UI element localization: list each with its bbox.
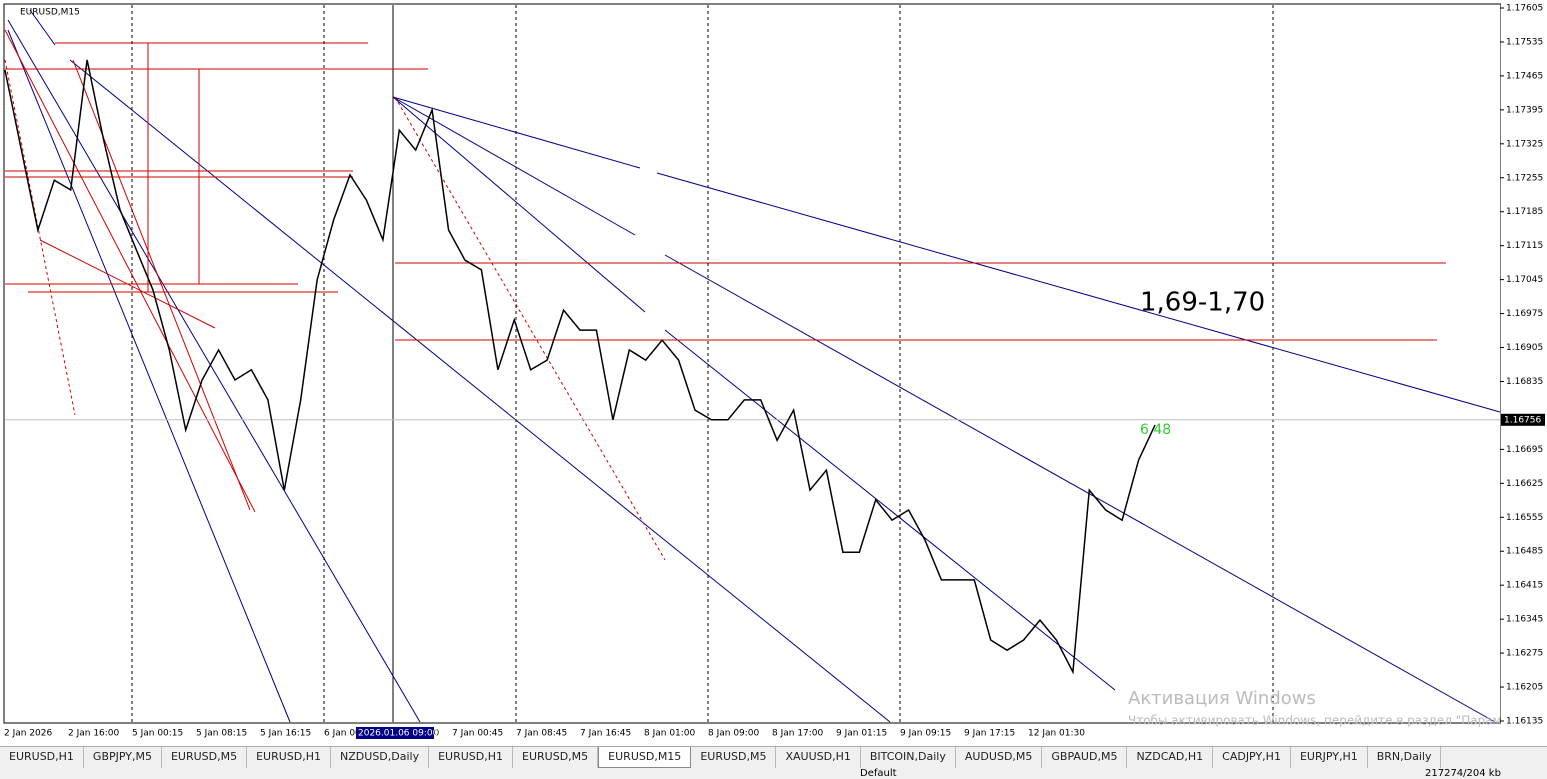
- chart-tab[interactable]: EURUSD,H1: [429, 747, 514, 768]
- chart-tab[interactable]: AUDUSD,M5: [956, 747, 1043, 768]
- y-tick-label: 1.16205: [1506, 683, 1543, 693]
- x-tick-label: 8 Jan 17:00: [772, 729, 824, 739]
- y-tick-label: 1.17115: [1506, 241, 1543, 251]
- annotation: 1,69-1,70: [1140, 288, 1265, 318]
- chart-tab[interactable]: EURUSD,H1: [247, 747, 332, 768]
- chart-tab[interactable]: CADJPY,H1: [1213, 747, 1291, 768]
- y-tick-label: 1.17605: [1506, 4, 1543, 14]
- blue-trendlines: [7, 9, 1501, 723]
- chart-tab[interactable]: GBPAUD,M5: [1042, 747, 1128, 768]
- y-tick-label: 1.17185: [1506, 207, 1543, 217]
- crosshair-time-box: [356, 727, 434, 739]
- y-tick-label: 1.16485: [1506, 547, 1543, 557]
- chart-tab[interactable]: NZDUSD,Daily: [331, 747, 430, 768]
- chart-tab[interactable]: GBPJPY,M5: [84, 747, 162, 768]
- x-tick-label: 7 Jan 08:45: [516, 729, 567, 739]
- chart-tab[interactable]: NZDCAD,H1: [1127, 747, 1214, 768]
- chart-tab[interactable]: BITCOIN,Daily: [861, 747, 956, 768]
- chart-tab[interactable]: EURUSD,M5: [162, 747, 248, 768]
- y-tick-label: 1.17395: [1506, 105, 1543, 115]
- x-tick-label: 2 Jan 16:00: [68, 729, 120, 739]
- y-tick-label: 1.17045: [1506, 275, 1543, 285]
- y-tick-label: 1.16275: [1506, 649, 1543, 659]
- x-tick-label: 7 Jan 16:45: [580, 729, 631, 739]
- chart-tab[interactable]: BRN,Daily: [1368, 747, 1442, 768]
- x-tick-label: 5 Jan 16:15: [260, 729, 311, 739]
- x-tick-label: 8 Jan 01:00: [644, 729, 696, 739]
- y-tick-label: 1.16695: [1506, 445, 1543, 455]
- chart-tab[interactable]: EURUSD,M5: [513, 747, 599, 768]
- symbol-label: EURUSD,M15: [20, 8, 80, 18]
- x-tick-label: 6 Jan 00:30: [324, 729, 376, 739]
- chart-tab[interactable]: EURUSD,M15: [598, 747, 692, 768]
- y-tick-label: 1.16975: [1506, 309, 1543, 319]
- tab-bar: EURUSD,H1 GBPJPY,M5 EURUSD,M5 EURUSD,H1 NZDU…: [0, 746, 1547, 768]
- watermark-text: Чтобы активировать Windows, перейдите в …: [1128, 714, 1542, 728]
- crosshair-time: 2026.01.06 09:00: [358, 729, 439, 739]
- y-tick-label: 1.17535: [1506, 37, 1543, 47]
- price-axis: [1501, 0, 1547, 746]
- x-tick-label: 9 Jan 01:15: [836, 729, 887, 739]
- traffic: 217274/204 kb: [1425, 768, 1501, 779]
- x-tick-label: 9 Jan 09:15: [900, 729, 951, 739]
- y-tick-label: 1.16555: [1506, 513, 1543, 523]
- chart-tab[interactable]: EURUSD,H1: [0, 747, 84, 768]
- price-line: [4, 59, 1156, 675]
- y-tick-label: 1.16905: [1506, 343, 1543, 353]
- x-tick-label: 5 Jan 08:15: [196, 729, 247, 739]
- y-tick-label: 1.16835: [1506, 377, 1543, 387]
- current-price-label: 1.16756: [1504, 415, 1541, 425]
- chart-bg: [0, 0, 1547, 746]
- chart-tab[interactable]: EURUSD,M5: [691, 747, 777, 768]
- y-tick-label: 1.17465: [1506, 71, 1543, 81]
- y-tick-label: 1.17255: [1506, 173, 1543, 183]
- watermark-title: Активация Windows: [1128, 688, 1316, 709]
- y-tick-label: 1.17325: [1506, 139, 1543, 149]
- y-tick-label: 1.16625: [1506, 479, 1543, 489]
- profile: Default: [860, 768, 897, 779]
- x-tick-label: 7 Jan 00:45: [452, 729, 503, 739]
- x-tick-label: 5 Jan 00:15: [132, 729, 183, 739]
- status-bar: Default 217274/204 kb: [0, 768, 1547, 779]
- annotation: 6 48: [1140, 422, 1171, 438]
- x-tick-label: 8 Jan 09:00: [708, 729, 760, 739]
- x-tick-label: 12 Jan 01:30: [1028, 729, 1085, 739]
- chart: EURUSD,M15 1,69-1,70 6 48 Активация Wind…: [0, 0, 1547, 746]
- chart-tab[interactable]: XAUUSD,H1: [776, 747, 861, 768]
- x-tick-label: 2 Jan 2026: [4, 729, 52, 739]
- y-tick-label: 1.16415: [1506, 581, 1543, 591]
- chart-tab[interactable]: EURJPY,H1: [1291, 747, 1368, 768]
- y-tick-label: 1.16135: [1506, 717, 1543, 727]
- x-tick-label: 9 Jan 17:15: [964, 729, 1015, 739]
- current-price-box: [1501, 413, 1545, 426]
- y-tick-label: 1.16345: [1506, 615, 1543, 625]
